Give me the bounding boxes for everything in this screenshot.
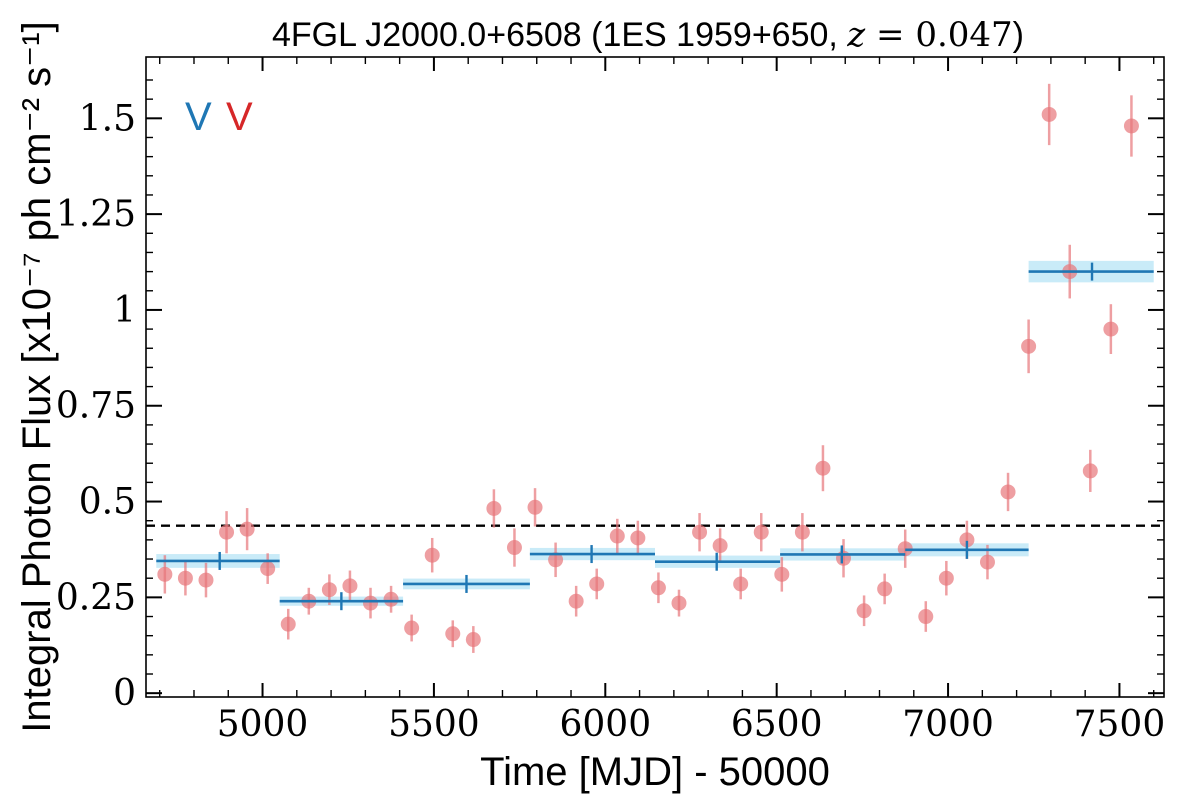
flux-point-26 (692, 524, 708, 540)
y-tick-label-1: 0.25 (56, 577, 136, 618)
flux-point-4 (239, 521, 255, 537)
y-tick-label-2: 0.5 (79, 482, 136, 523)
x-tick-label-1: 5500 (388, 704, 480, 745)
axis-ticks-layer (146, 57, 1164, 697)
flux-point-8 (321, 582, 337, 598)
flux-point-28 (733, 576, 749, 592)
flux-point-9 (342, 578, 358, 594)
flux-point-5 (260, 561, 276, 577)
flux-point-12 (404, 620, 420, 636)
flux-point-29 (753, 524, 769, 540)
flux-point-40 (979, 554, 995, 570)
flux-point-21 (589, 576, 605, 592)
flux-point-16 (486, 500, 502, 516)
flux-point-37 (918, 609, 934, 625)
y-tick-label-3: 0.75 (56, 386, 136, 427)
flux-point-25 (671, 595, 687, 611)
flux-point-3 (219, 524, 235, 540)
flux-point-46 (1103, 321, 1119, 337)
y-axis-label: Integral Photon Flux [x10⁻⁷ ph cm⁻² s⁻¹] (15, 21, 59, 732)
x-tick-label-0: 5000 (217, 704, 309, 745)
x-tick-label-4: 7000 (902, 704, 994, 745)
flux-point-10 (363, 595, 379, 611)
chart-title: 4FGL J2000.0+6508 (1ES 1959+650, z = 0.0… (272, 15, 1024, 55)
flux-point-41 (1000, 484, 1016, 500)
flux-point-30 (774, 566, 790, 582)
y-tick-label-5: 1.25 (56, 194, 136, 235)
flux-point-15 (465, 632, 481, 648)
y-tick-label-0: 0 (113, 673, 136, 714)
flux-point-11 (383, 591, 399, 607)
flux-points-layer (157, 83, 1139, 653)
flux-point-35 (877, 581, 893, 597)
flux-point-31 (794, 524, 810, 540)
flux-point-22 (609, 528, 625, 544)
x-tick-label-3: 6500 (731, 704, 823, 745)
plot-frame (145, 56, 1165, 698)
flux-point-43 (1041, 106, 1057, 122)
flux-point-13 (424, 547, 440, 563)
flux-point-27 (712, 538, 728, 554)
flux-point-17 (506, 540, 522, 556)
flux-point-18 (527, 499, 543, 515)
flux-point-45 (1082, 463, 1098, 479)
marker-v-red: V (226, 95, 253, 139)
tick-labels-layer: 5000 5500 6000 6500 7000 7500 0 0.25 0.5 0.75 1 1.2… (56, 98, 1165, 745)
binned-flux-layer (156, 262, 1154, 611)
flux-point-24 (650, 580, 666, 596)
flux-point-1 (177, 570, 193, 586)
flux-point-6 (280, 616, 296, 632)
flux-point-20 (568, 593, 584, 609)
x-axis-label: Time [MJD] - 50000 (480, 750, 830, 794)
flux-point-34 (856, 603, 872, 619)
flux-point-23 (630, 530, 646, 546)
flux-point-14 (445, 626, 461, 642)
flux-point-38 (938, 570, 954, 586)
y-tick-label-4: 1 (113, 290, 136, 331)
flux-point-42 (1021, 338, 1037, 354)
x-tick-label-5: 7500 (1074, 704, 1166, 745)
flux-point-32 (815, 460, 831, 476)
x-tick-label-2: 6000 (559, 704, 651, 745)
flux-point-0 (157, 566, 173, 582)
marker-v-blue: V (185, 95, 212, 139)
flux-point-47 (1123, 118, 1139, 134)
flux-point-2 (198, 572, 214, 588)
y-tick-label-6: 1.5 (79, 98, 136, 139)
